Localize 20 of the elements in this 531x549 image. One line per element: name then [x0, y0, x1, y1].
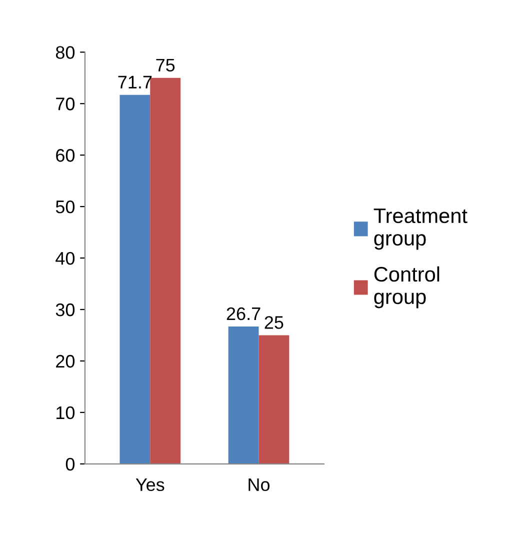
y-tick-label: 70: [56, 98, 75, 110]
y-tick-label: 80: [56, 46, 75, 59]
y-tick-label: 0: [66, 458, 75, 471]
bar: [120, 94, 150, 464]
bar: [228, 326, 259, 464]
x-tick-label: Yes: [136, 478, 164, 492]
data-label: 25: [264, 316, 284, 329]
y-tick-label: 50: [56, 200, 75, 214]
bar: [258, 335, 290, 464]
legend-label: Treatment group: [374, 208, 468, 250]
bar: [150, 78, 181, 464]
y-tick-label: 10: [56, 406, 75, 420]
y-tick-label: 30: [56, 303, 75, 316]
y-tick-label: 20: [56, 354, 75, 368]
y-tick-label: 40: [56, 252, 75, 265]
x-tick-label: No: [248, 478, 270, 492]
data-label: 26.7: [226, 307, 260, 320]
data-label: 75: [156, 58, 175, 72]
legend-label: Control group: [374, 266, 440, 308]
y-tick-label: 60: [56, 149, 75, 162]
